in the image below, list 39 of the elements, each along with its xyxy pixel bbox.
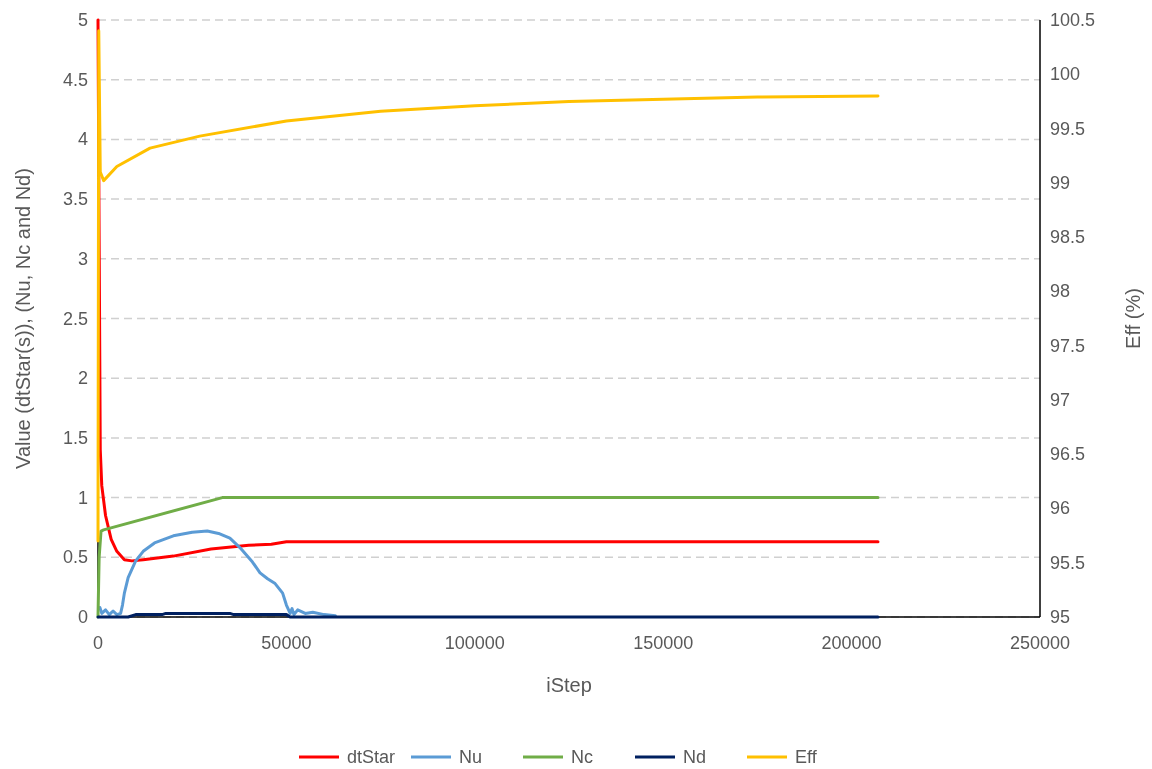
legend-label: Nd bbox=[683, 747, 707, 767]
legend-label: Nu bbox=[459, 747, 483, 767]
y-axis-title: Value (dtStar(s)), (Nu, Nc and Nd) bbox=[12, 168, 34, 469]
y-tick-label: 1.5 bbox=[62, 427, 88, 448]
x-tick-label: 0 bbox=[92, 633, 104, 653]
y-tick-label: 3 bbox=[77, 248, 88, 269]
y-tick-label: 0 bbox=[77, 607, 88, 627]
x-tick-label: 200000 bbox=[821, 633, 882, 653]
y2-tick-label: 97 bbox=[1050, 389, 1071, 410]
y2-tick-label: 100 bbox=[1050, 64, 1081, 85]
y2-tick-label: 99 bbox=[1050, 172, 1071, 193]
y-tick-label: 4.5 bbox=[62, 69, 88, 90]
y2-axis-title: Eff (%) bbox=[1122, 288, 1144, 349]
y2-tick-label: 100.5 bbox=[1050, 10, 1096, 30]
y-tick-label: 3.5 bbox=[62, 189, 88, 210]
y-tick-label: 0.5 bbox=[62, 547, 88, 568]
y-tick-label: 5 bbox=[77, 10, 88, 30]
y2-tick-label: 98 bbox=[1050, 281, 1071, 302]
line-series bbox=[98, 529, 337, 618]
y-tick-label: 4 bbox=[77, 129, 88, 150]
y2-tick-label: 96 bbox=[1050, 498, 1071, 519]
line-series bbox=[96, 496, 880, 619]
legend-label: dtStar bbox=[347, 747, 396, 767]
legend-label: Eff bbox=[795, 747, 818, 767]
y2-tick-label: 95 bbox=[1050, 607, 1071, 627]
y2-tick-label: 96.5 bbox=[1050, 444, 1086, 465]
y-tick-label: 1 bbox=[77, 487, 88, 508]
y2-tick-label: 99.5 bbox=[1050, 118, 1086, 139]
x-tick-label: 100000 bbox=[444, 633, 505, 653]
x-axis-title: iStep bbox=[546, 674, 592, 696]
x-tick-label: 150000 bbox=[633, 633, 694, 653]
x-tick-label: 50000 bbox=[261, 633, 312, 653]
y2-tick-label: 97.5 bbox=[1050, 335, 1086, 356]
x-tick-label: 250000 bbox=[1009, 633, 1071, 653]
y2-tick-label: 95.5 bbox=[1050, 552, 1086, 573]
y-tick-label: 2 bbox=[77, 368, 88, 389]
y2-tick-label: 98.5 bbox=[1050, 227, 1086, 248]
legend-label: Nc bbox=[571, 747, 593, 767]
y-tick-label: 2.5 bbox=[62, 308, 88, 329]
